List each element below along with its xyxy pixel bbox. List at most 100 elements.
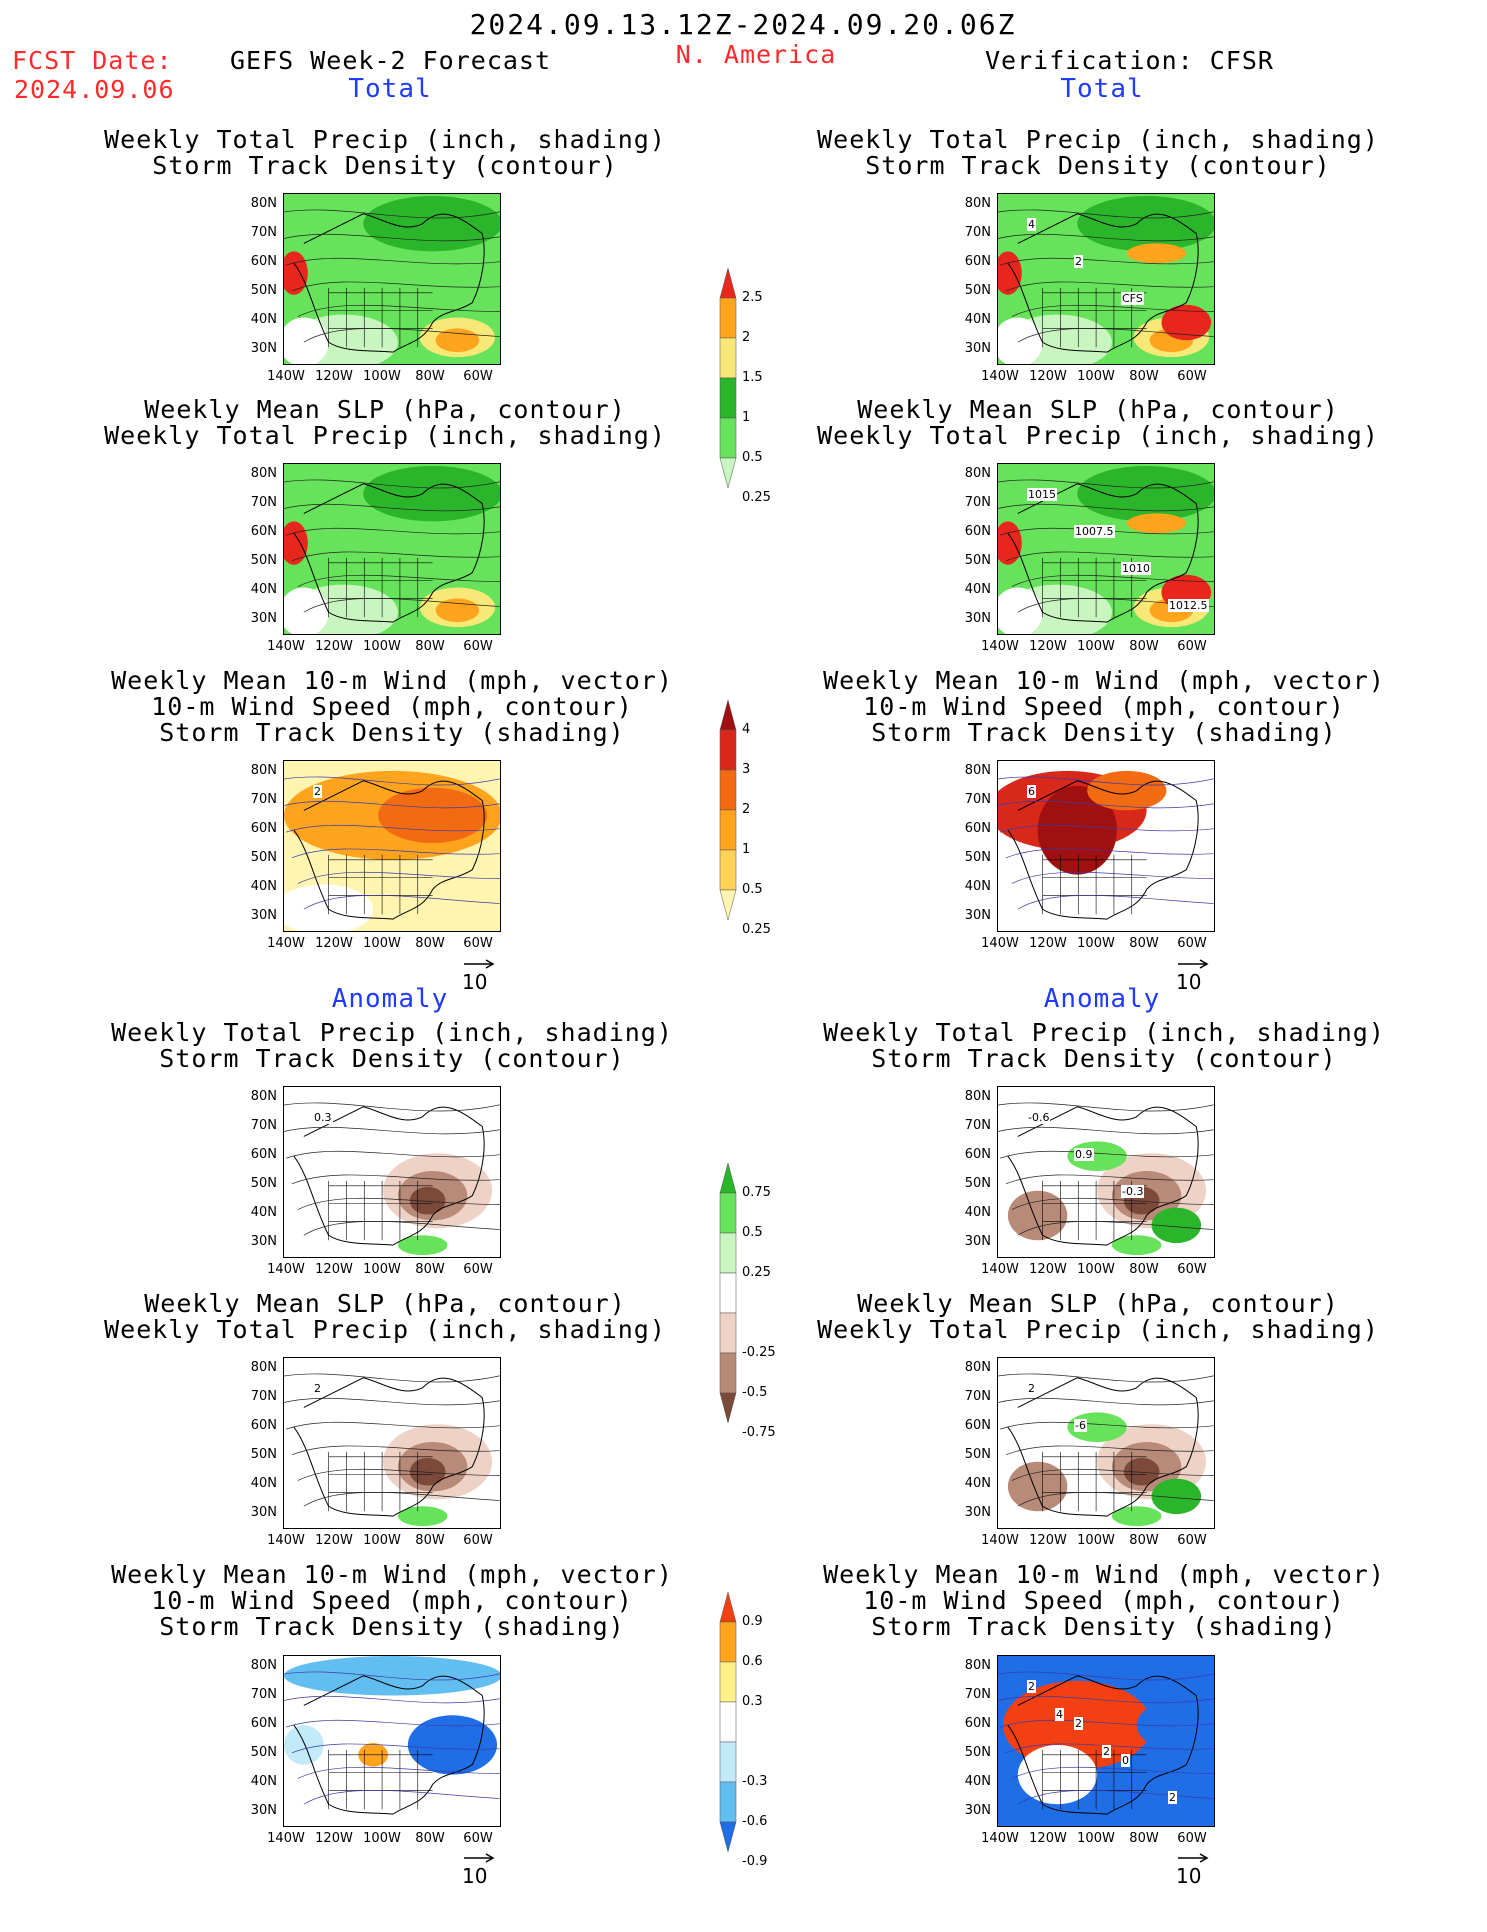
lon-tick-label: 140W — [981, 1262, 1019, 1277]
coastline — [1007, 483, 1199, 623]
lat-tick-label: 40N — [964, 1774, 991, 1789]
vector-reference: 10 — [462, 1852, 496, 1888]
lon-tick-label: 60W — [1177, 1831, 1207, 1846]
panel-title: Weekly Total Precip (inch, shading) Storm… — [111, 1018, 673, 1073]
contour-line — [303, 1492, 500, 1507]
lon-tick-label: 140W — [267, 1533, 305, 1548]
contour-line — [284, 1373, 500, 1383]
lon-tick-label: 100W — [363, 369, 401, 384]
contour-line — [284, 233, 500, 242]
contour-line — [285, 257, 500, 266]
lat-tick-label: 40N — [250, 582, 277, 597]
colorbar-tick-label: 2.5 — [742, 290, 763, 305]
lon-tick-label: 100W — [363, 1533, 401, 1548]
lon-tick-label: 60W — [1177, 639, 1207, 654]
lat-tick-label: 60N — [250, 1716, 277, 1731]
colorbar-tick-label: 1.5 — [742, 370, 763, 385]
lat-tick-label: 80N — [964, 1089, 991, 1104]
contour-line — [999, 1150, 1214, 1159]
lat-tick-label: 70N — [964, 1687, 991, 1702]
lat-tick-label: 70N — [250, 792, 277, 807]
contour-line — [998, 503, 1214, 512]
section-anomaly-right: Anomaly — [1043, 984, 1161, 1014]
lat-tick-label: 30N — [250, 1803, 277, 1818]
lat-tick-label: 70N — [250, 1687, 277, 1702]
contour-line — [285, 1421, 500, 1430]
lat-tick-label: 70N — [250, 495, 277, 510]
lon-tick-label: 120W — [315, 1262, 353, 1277]
colorbar-tick-label: 0.5 — [742, 450, 763, 465]
contour-line — [284, 479, 500, 489]
lat-tick-label: 40N — [250, 879, 277, 894]
fcst-date-value: 2024.09.06 — [14, 75, 175, 104]
contour-label: 1010 — [1121, 562, 1151, 575]
map-panel — [283, 1357, 501, 1529]
lat-tick-label: 40N — [964, 1205, 991, 1220]
coastline — [293, 1675, 485, 1815]
colorbar-tick-label: 0.3 — [742, 1694, 763, 1709]
contour-line — [285, 1719, 500, 1728]
panel-title: Weekly Mean SLP (hPa, contour) Weekly Tot… — [104, 395, 666, 450]
colorbar-tick-label: 1 — [742, 410, 751, 425]
vector-arrow-icon — [464, 1853, 495, 1863]
contour-line — [291, 1445, 500, 1456]
lon-tick-label: 60W — [463, 639, 493, 654]
contour-line — [1005, 1743, 1214, 1754]
contour-line — [303, 895, 500, 910]
lat-tick-label: 50N — [964, 553, 991, 568]
colorbar-tick-label: -0.6 — [742, 1814, 768, 1829]
contour-label: 2 — [1074, 255, 1083, 268]
lon-tick-label: 120W — [315, 1533, 353, 1548]
lon-tick-label: 140W — [267, 639, 305, 654]
colorbar-track-anom — [719, 1592, 737, 1853]
lon-tick-label: 140W — [267, 369, 305, 384]
section-total-left: Total — [348, 74, 432, 104]
colorbar-tick-label: 3 — [742, 762, 751, 777]
contour-line — [284, 1695, 500, 1704]
colorbar-tick-label: -0.25 — [742, 1345, 776, 1360]
colorbar-tick-label: 0.5 — [742, 1225, 763, 1240]
section-total-right: Total — [1060, 74, 1144, 104]
colorbar-tick-label: 2 — [742, 330, 751, 345]
track-anom-shade — [1136, 1700, 1214, 1750]
lon-tick-label: 100W — [1077, 639, 1115, 654]
lat-tick-label: 40N — [964, 1476, 991, 1491]
lon-tick-label: 100W — [1077, 1533, 1115, 1548]
colorbar-tick-label: 0.25 — [742, 1265, 771, 1280]
panel-title: Weekly Mean 10-m Wind (mph, vector) 10-m … — [823, 666, 1385, 747]
lon-tick-label: 60W — [463, 1262, 493, 1277]
lat-tick-label: 30N — [250, 1234, 277, 1249]
contour-line — [999, 1719, 1214, 1728]
lon-tick-label: 120W — [315, 936, 353, 951]
lat-tick-label: 30N — [250, 611, 277, 626]
lon-tick-label: 140W — [981, 936, 1019, 951]
contour-line — [998, 776, 1214, 786]
lon-tick-label: 120W — [315, 1831, 353, 1846]
lon-tick-label: 80W — [1129, 936, 1159, 951]
track-anom-shade — [284, 1656, 500, 1696]
colorbar-tick-label: 0.9 — [742, 1614, 763, 1629]
contour-line — [998, 1671, 1214, 1681]
contour-line — [999, 1421, 1214, 1430]
coastline — [293, 1106, 485, 1246]
coastline — [293, 780, 485, 920]
lon-tick-label: 140W — [981, 1533, 1019, 1548]
precip-shade — [284, 251, 308, 295]
contour-line — [284, 800, 500, 809]
contour-line — [1011, 574, 1214, 587]
lon-tick-label: 80W — [415, 639, 445, 654]
contour-line — [284, 209, 500, 219]
coastline — [1007, 1675, 1199, 1815]
lat-tick-label: 80N — [250, 196, 277, 211]
contour-label: -0.3 — [1121, 1185, 1145, 1198]
lon-tick-label: 100W — [1077, 936, 1115, 951]
lat-tick-label: 30N — [250, 1505, 277, 1520]
lon-tick-label: 100W — [1077, 1262, 1115, 1277]
contour-label: 6 — [1027, 785, 1036, 798]
lon-tick-label: 60W — [463, 1533, 493, 1548]
contour-line — [998, 1397, 1214, 1406]
precip-shade — [1126, 243, 1187, 264]
vector-reference: 10 — [1176, 1852, 1210, 1888]
lat-tick-label: 40N — [250, 1774, 277, 1789]
contour-line — [303, 598, 500, 613]
